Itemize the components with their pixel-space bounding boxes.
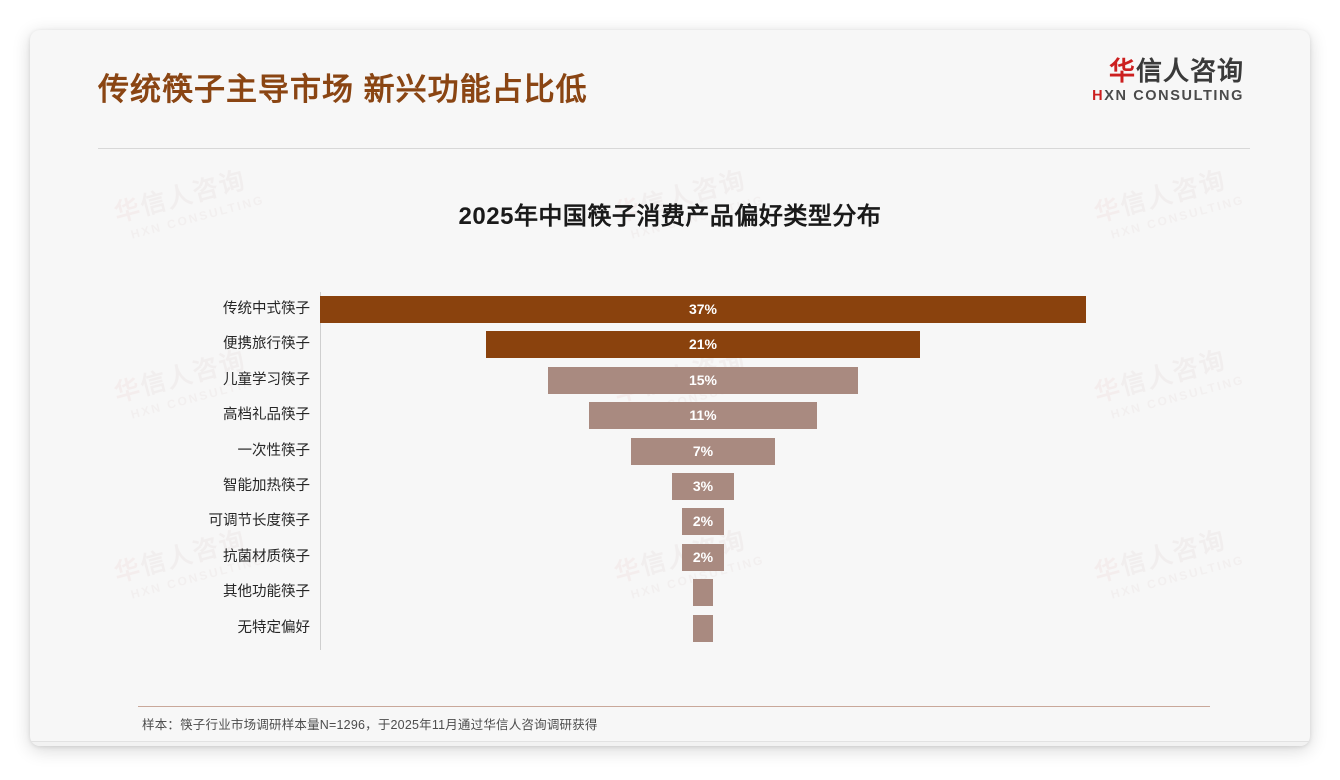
logo-chinese: 华信人咨询 [1092,56,1244,86]
slide-header: 传统筷子主导市场 新兴功能占比低 华信人咨询 HXN CONSULTING [30,30,1310,128]
chart-row: 高档礼品筷子 11% [30,398,1310,433]
chart-row: 抗菌材质筷子 2% [30,540,1310,575]
bar[interactable]: 3% [671,473,735,500]
funnel-bar-chart: 传统中式筷子 37% 便携旅行筷子 21% 儿童学习筷子 15% 高档礼品筷子 11% 一次性筷… [30,260,1310,670]
logo-english-red: H [1092,88,1105,105]
category-label: 传统中式筷子 [223,301,310,317]
category-label: 抗菌材质筷子 [223,548,310,565]
bar-value-label: 11% [689,407,717,424]
slide-footer: ©2026.1 HXR华信人咨询 www.hxrcon.com [30,742,1310,746]
chart-row: 传统中式筷子 37% [30,292,1310,327]
category-label: 无特定偏好 [237,619,311,636]
category-label: 高档礼品筷子 [223,407,310,424]
chart-row: 一次性筷子 7% [30,434,1310,469]
bar-value-label: 2% [692,548,714,565]
bar[interactable]: 37% [320,296,1086,323]
bar-value-label: 7% [692,442,714,459]
header-divider [98,148,1250,149]
logo-english-rest: XN CONSULTING [1104,88,1244,105]
logo-chinese-rest: 信人咨询 [1135,56,1244,86]
bar[interactable]: 21% [485,331,921,359]
category-label: 一次性筷子 [237,442,311,459]
category-label: 智能加热筷子 [223,478,310,494]
category-label: 可调节长度筷子 [208,513,311,530]
chart-row: 便携旅行筷子 21% [30,327,1310,362]
chart-row: 其他功能筷子 [30,575,1310,610]
bar[interactable] [692,614,714,642]
bar[interactable]: 7% [630,437,776,465]
bar[interactable]: 11% [589,402,817,430]
footnote-text: 样本：筷子行业市场调研样本量N=1296，于2025年11月通过华信人咨询调研获… [142,718,598,732]
logo-chinese-red: 华 [1108,56,1136,86]
chart-row: 可调节长度筷子 2% [30,504,1310,539]
category-label: 其他功能筷子 [223,584,310,601]
bar-value-label: 15% [688,371,718,388]
bar-value-label: 3% [692,478,714,494]
footer-divider [30,741,1310,742]
logo-english: HXN CONSULTING [1092,88,1244,104]
page-title: 传统筷子主导市场 新兴功能占比低 [98,72,588,107]
bar[interactable]: 2% [682,543,724,571]
footnote-divider [138,706,1210,707]
bar-value-label: 37% [688,301,717,317]
chart-row: 智能加热筷子 3% [30,469,1310,504]
chart-row: 无特定偏好 [30,611,1310,646]
bar-value-label: 2% [692,513,714,530]
category-axis-line [320,292,321,650]
company-logo: 华信人咨询 HXN CONSULTING [1092,56,1244,104]
category-label: 儿童学习筷子 [223,371,310,388]
bar[interactable]: 2% [682,508,724,536]
slide-canvas: 华信人咨询 HXN CONSULTING 华信人咨询 HXN CONSULTING 华信… [30,30,1310,746]
bar-value-label: 21% [688,336,717,353]
category-label: 便携旅行筷子 [223,336,310,353]
chart-row: 儿童学习筷子 15% [30,363,1310,398]
chart-title: 2025年中国筷子消费产品偏好类型分布 [458,203,882,230]
bar[interactable] [692,579,714,607]
bar[interactable]: 15% [547,366,859,394]
